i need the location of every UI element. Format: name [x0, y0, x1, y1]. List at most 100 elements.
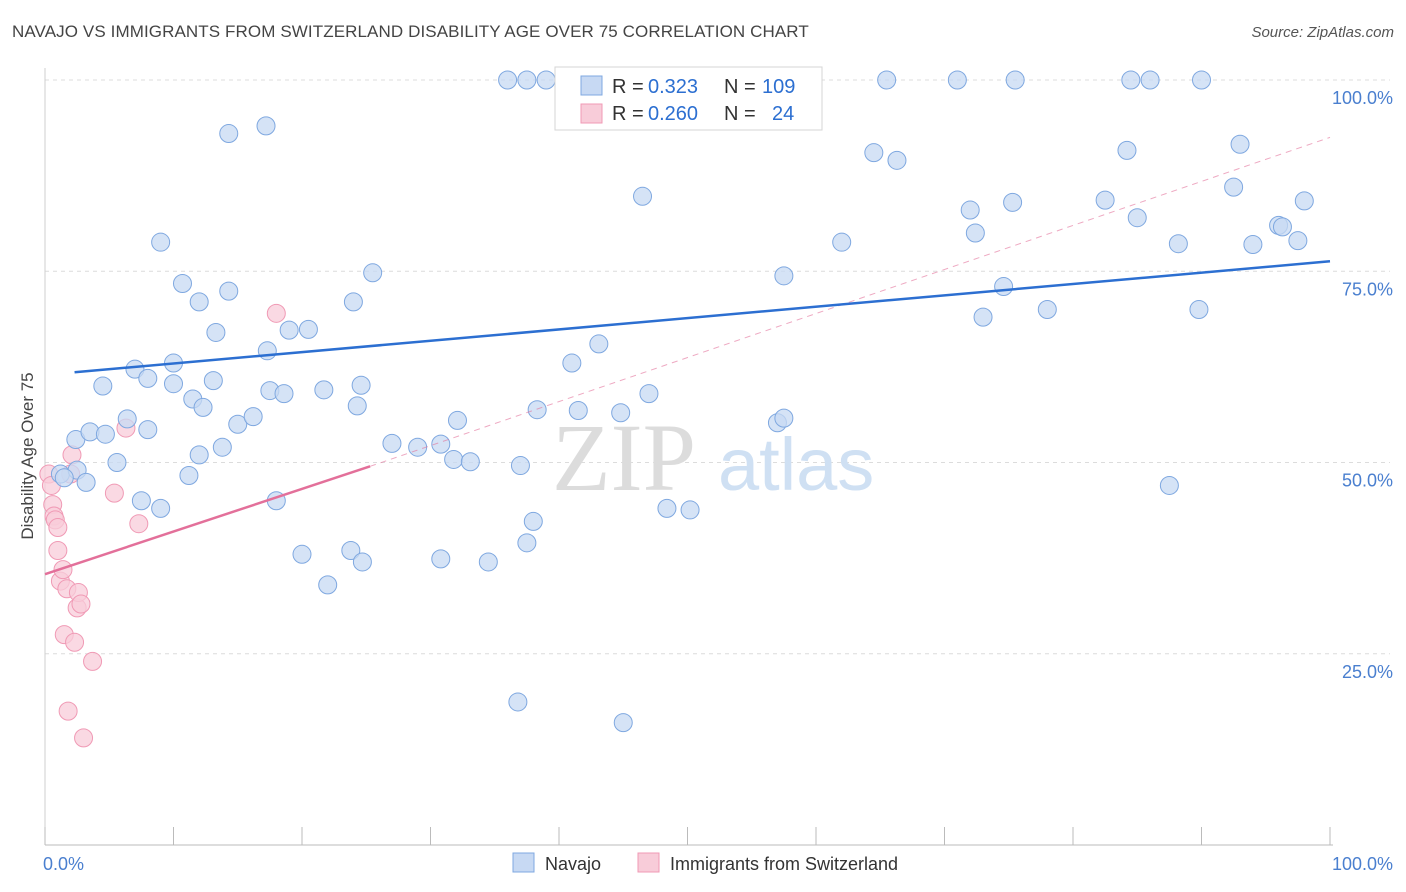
- navajo-point: [536, 70, 556, 90]
- navajo-point: [431, 434, 451, 454]
- navajo-point: [228, 414, 248, 434]
- stats-n-value-navajo: 109: [762, 76, 795, 98]
- navajo-point: [274, 384, 294, 404]
- y-tick-label: 25.0%: [1342, 662, 1393, 682]
- switzerland-point: [53, 560, 73, 580]
- switzerland-trend-extension: [369, 136, 1331, 467]
- switzerland-point: [48, 540, 68, 560]
- navajo-point: [314, 380, 334, 400]
- navajo-point: [1243, 234, 1263, 254]
- switzerland-point: [48, 518, 68, 538]
- y-tick-label: 75.0%: [1342, 279, 1393, 299]
- navajo-point: [1189, 300, 1209, 319]
- axes: [44, 68, 1333, 846]
- navajo-point: [447, 410, 467, 430]
- legend-swatch-switzerland: [637, 852, 660, 873]
- navajo-point: [347, 396, 367, 416]
- navajo-point: [151, 498, 171, 518]
- switzerland-point: [65, 632, 85, 652]
- navajo-point: [95, 424, 115, 444]
- stats-swatch-switzerland: [580, 103, 603, 124]
- navajo-point: [93, 376, 113, 396]
- navajo-point: [431, 549, 451, 569]
- stats-n-value-switzerland: 24: [772, 103, 794, 125]
- navajo-point: [298, 319, 318, 339]
- navajo-point: [774, 266, 794, 286]
- navajo-point: [193, 397, 213, 417]
- navajo-point: [517, 533, 537, 553]
- tick-labels: 25.0% 50.0% 75.0% 100.0% 0.0% 100.0%: [43, 88, 1393, 874]
- navajo-point: [613, 713, 633, 733]
- navajo-point: [498, 70, 518, 90]
- watermark-atlas: atlas: [718, 423, 874, 506]
- navajo-point: [960, 200, 980, 220]
- navajo-point: [219, 124, 239, 144]
- navajo-point: [1192, 70, 1211, 90]
- navajo-point: [164, 374, 183, 394]
- navajo-point: [203, 371, 223, 391]
- navajo-point: [680, 500, 700, 520]
- navajo-point: [460, 452, 480, 472]
- switzerland-point: [129, 514, 149, 534]
- navajo-point: [994, 277, 1014, 297]
- navajo-point: [633, 186, 653, 206]
- grid-lines: [45, 79, 1390, 655]
- navajo-point: [256, 116, 276, 136]
- navajo-point: [1288, 231, 1308, 251]
- watermark: ZIP atlas: [552, 404, 874, 511]
- navajo-point: [151, 232, 171, 252]
- stats-r-value-switzerland: 0.260: [648, 103, 698, 125]
- navajo-point: [1121, 70, 1141, 90]
- switzerland-point: [83, 651, 103, 671]
- navajo-point: [527, 400, 547, 420]
- navajo-point: [1230, 134, 1250, 154]
- navajo-point: [219, 281, 239, 301]
- navajo-point: [341, 540, 361, 560]
- navajo-point: [189, 445, 209, 465]
- navajo-point: [179, 466, 199, 486]
- navajo-point: [257, 341, 277, 361]
- watermark-zip: ZIP: [552, 404, 696, 511]
- legend-swatch-navajo: [512, 852, 535, 873]
- navajo-point: [292, 544, 312, 564]
- switzerland-point: [104, 483, 124, 503]
- navajo-point: [877, 70, 897, 90]
- stats-n-label-navajo: N =: [724, 76, 756, 98]
- navajo-point: [125, 359, 145, 379]
- navajo-point: [1272, 217, 1292, 237]
- navajo-point: [107, 453, 127, 472]
- navajo-point: [478, 552, 498, 572]
- trend-lines: [44, 136, 1331, 576]
- navajo-point: [510, 456, 530, 476]
- navajo-point: [408, 437, 428, 457]
- chart-title: NAVAJO VS IMMIGRANTS FROM SWITZERLAND DI…: [12, 22, 809, 41]
- switzerland-point: [74, 728, 94, 748]
- navajo-point: [131, 491, 151, 511]
- navajo-point: [589, 334, 609, 354]
- switzerland-point: [58, 701, 78, 721]
- source-credit: Source: ZipAtlas.com: [1251, 24, 1394, 41]
- navajo-point: [212, 437, 232, 457]
- stats-r-label-switzerland: R =: [612, 103, 644, 125]
- navajo-point: [363, 263, 383, 283]
- navajo-point: [318, 575, 338, 595]
- navajo-point: [657, 498, 677, 518]
- navajo-point: [279, 320, 299, 340]
- x-tick-label: 0.0%: [43, 854, 84, 874]
- navajo-point: [1037, 300, 1057, 319]
- navajo-point: [774, 408, 794, 428]
- navajo-point: [1140, 70, 1160, 90]
- series-navajo-points: [50, 70, 1314, 733]
- navajo-point: [54, 468, 74, 488]
- navajo-point: [1005, 70, 1025, 90]
- navajo-point: [243, 407, 263, 427]
- navajo-point: [138, 368, 158, 388]
- stats-r-label-navajo: R =: [612, 76, 644, 98]
- y-tick-label: 50.0%: [1342, 471, 1393, 491]
- navajo-point: [973, 307, 993, 327]
- legend-label-navajo: Navajo: [545, 854, 601, 874]
- navajo-trend-line: [74, 260, 1331, 374]
- navajo-point: [947, 70, 967, 90]
- stats-swatch-navajo: [580, 75, 603, 96]
